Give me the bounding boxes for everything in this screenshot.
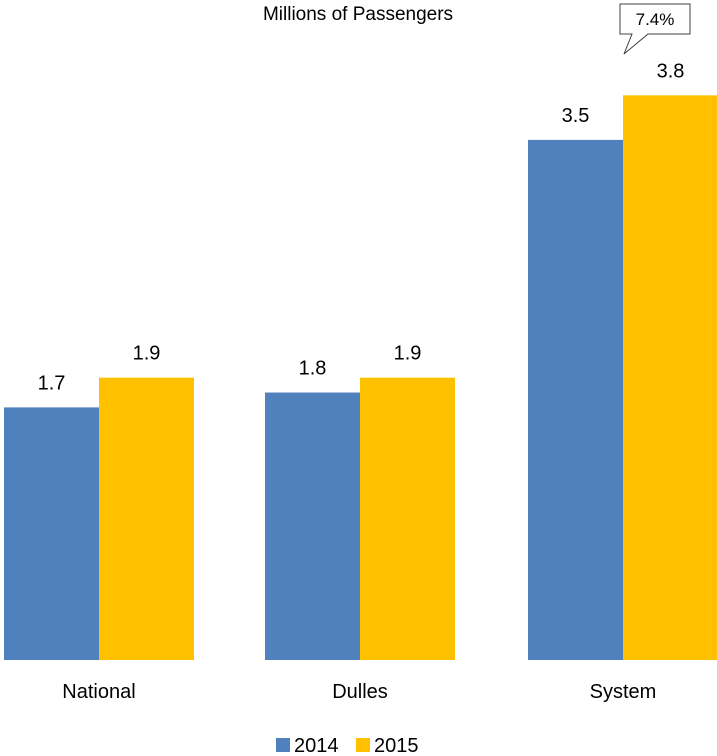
growth-callout: 7.4% xyxy=(619,3,691,55)
chart-title: Millions of Passengers xyxy=(263,4,453,25)
legend: 2014 2015 xyxy=(276,735,419,756)
bar-dulles-2015 xyxy=(360,377,455,660)
legend-swatch-2014 xyxy=(276,738,290,752)
value-labels-group: 1.7 1.9 1.8 1.9 3.5 3.8 xyxy=(38,60,685,394)
legend-label-2014: 2014 xyxy=(294,735,339,756)
bar-dulles-2014 xyxy=(265,392,360,660)
category-label-dulles: Dulles xyxy=(332,681,388,703)
legend-swatch-2015 xyxy=(356,738,370,752)
category-label-national: National xyxy=(62,681,135,703)
bar-national-2015 xyxy=(99,377,194,660)
bar-system-2014 xyxy=(528,139,623,660)
value-label-system-2015: 3.8 xyxy=(657,60,685,82)
bar-national-2014 xyxy=(4,407,99,660)
value-label-national-2014: 1.7 xyxy=(38,372,66,394)
category-label-system: System xyxy=(590,681,657,703)
value-label-national-2015: 1.9 xyxy=(133,343,161,365)
category-labels-group: National Dulles System xyxy=(62,681,656,703)
legend-label-2015: 2015 xyxy=(374,735,419,756)
value-label-dulles-2014: 1.8 xyxy=(299,358,327,380)
callout-bubble xyxy=(619,3,691,55)
bars-group xyxy=(4,95,717,660)
bar-system-2015 xyxy=(623,95,717,660)
value-label-system-2014: 3.5 xyxy=(562,105,590,127)
callout-label: 7.4% xyxy=(636,10,675,29)
value-label-dulles-2015: 1.9 xyxy=(394,343,422,365)
